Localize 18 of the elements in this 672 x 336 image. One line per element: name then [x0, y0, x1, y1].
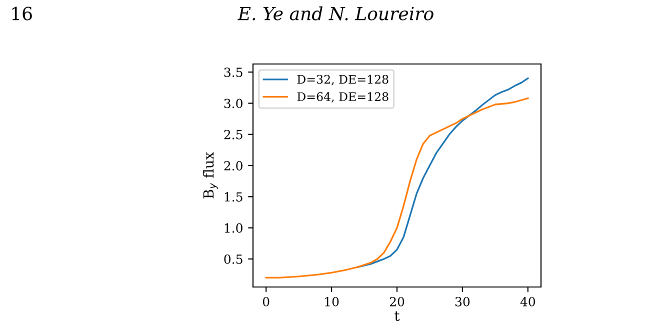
y-tick-label: 3.0	[224, 98, 242, 108]
legend-label: D=32, DE=128	[297, 74, 388, 86]
y-tick-label: 0.5	[224, 254, 242, 264]
y-axis-title: B$_{y}$ flux	[202, 152, 218, 198]
legend-label: D=64, DE=128	[297, 92, 388, 103]
x-axis-title: t	[394, 311, 400, 321]
y-tick-label: 1.5	[224, 192, 242, 202]
x-tick-label: 20	[390, 296, 404, 306]
x-tick-label: 30	[455, 296, 470, 306]
text: E. Ye and N. Loureiro	[238, 6, 434, 20]
y-tick-label: 3.5	[224, 68, 242, 78]
x-tick-label: 10	[325, 296, 339, 306]
x-tick-label: 0	[262, 296, 270, 306]
y-tick-label: 2.0	[224, 161, 242, 170]
y-tick-label: 1.0	[224, 223, 242, 233]
y-tick-label: 2.5	[224, 130, 242, 140]
x-tick-label: 40	[520, 296, 536, 306]
text: 16	[12, 6, 32, 20]
